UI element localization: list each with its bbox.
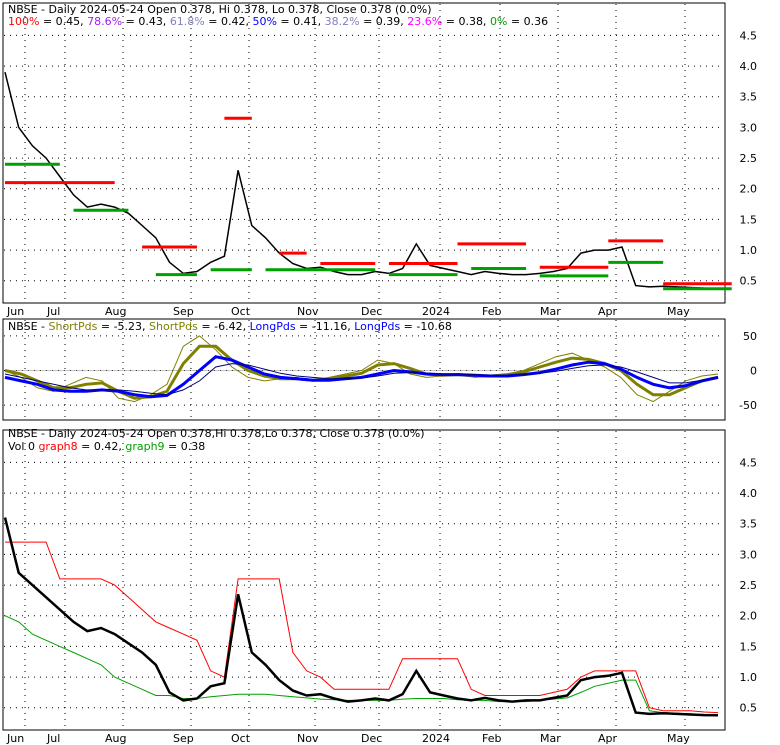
y-tick-label: 0.5 — [740, 275, 758, 288]
y-tick-label: 4.5 — [740, 456, 758, 469]
x-tick-label: Sep — [173, 305, 194, 318]
y-tick-label: 50 — [743, 330, 757, 343]
x-tick-label: Apr — [598, 732, 618, 745]
y-tick-label: -50 — [739, 399, 757, 412]
panel3-legend: Vol 0 graph8 = 0.42, graph9 = 0.38 — [8, 440, 205, 453]
fib-0-label: 0% — [490, 15, 507, 28]
fib-100-label: 100% — [8, 15, 39, 28]
y-tick-label: 1.0 — [740, 244, 758, 257]
x-tick-label: Sep — [173, 732, 194, 745]
x-tick-label: Jun — [6, 305, 24, 318]
x-tick-label: May — [667, 305, 690, 318]
graph8-line — [5, 541, 719, 714]
fib-levels-legend: 100% = 0.45, 78.6% = 0.43, 61.8% = 0.42,… — [8, 15, 548, 28]
x-tick-label: Dec — [361, 732, 382, 745]
x-tick-label: Feb — [482, 732, 501, 745]
panel3-title: NBSE - Daily 2024-05-24 Open 0.378,Hi 0.… — [8, 427, 425, 440]
fib-50-label: 50% — [252, 15, 276, 28]
y-tick-label: 1.5 — [740, 640, 758, 653]
oscillator-series-3 — [4, 363, 719, 396]
x-tick-label: Nov — [297, 732, 319, 745]
x-tick-label: Apr — [598, 305, 618, 318]
x-tick-label: Nov — [297, 305, 319, 318]
x-tick-label: Mar — [540, 732, 561, 745]
fib-382-label: 38.2% — [325, 15, 360, 28]
x-tick-label: Aug — [105, 305, 126, 318]
oscillator-series-2 — [4, 355, 719, 399]
x-tick-label: Jul — [46, 732, 60, 745]
fib-786-label: 78.6% — [87, 15, 122, 28]
panel1-frame — [2, 2, 726, 304]
y-tick-label: 2.0 — [740, 183, 758, 196]
x-tick-label: 2024 — [422, 732, 450, 745]
x-tick-label: May — [667, 732, 690, 745]
x-tick-label: Oct — [231, 305, 251, 318]
y-tick-label: 4.5 — [740, 29, 758, 42]
y-tick-label: 3.0 — [740, 121, 758, 134]
x-tick-label: Dec — [361, 305, 382, 318]
panel1-title: NBSE - Daily 2024-05-24 Open 0.378, Hi 0… — [8, 3, 432, 16]
y-tick-label: 3.5 — [740, 518, 758, 531]
y-tick-label: 1.0 — [740, 671, 758, 684]
fib-618-label: 61.8% — [170, 15, 205, 28]
y-tick-label: 4.0 — [740, 487, 758, 500]
x-tick-label: Feb — [482, 305, 501, 318]
x-tick-label: Oct — [231, 732, 251, 745]
x-tick-label: Jun — [6, 732, 24, 745]
oscillator-series-0 — [4, 335, 719, 403]
y-tick-label: 3.0 — [740, 548, 758, 561]
y-tick-label: 2.5 — [740, 152, 758, 165]
fib-236-label: 23.6% — [407, 15, 442, 28]
close-line — [3, 517, 719, 717]
x-tick-label: Mar — [540, 305, 561, 318]
y-tick-label: 2.5 — [740, 579, 758, 592]
y-tick-label: 0 — [750, 365, 757, 378]
y-tick-label: 2.0 — [740, 610, 758, 623]
y-tick-label: 3.5 — [740, 91, 758, 104]
y-tick-label: 0.5 — [740, 702, 758, 715]
panel3-frame — [2, 429, 726, 731]
panel2-title: NBSE - ShortPds = -5.23, ShortPds = -6.4… — [8, 320, 452, 333]
x-tick-label: Aug — [105, 732, 126, 745]
x-tick-label: Jul — [46, 305, 60, 318]
y-tick-label: 4.0 — [740, 60, 758, 73]
y-tick-label: 1.5 — [740, 213, 758, 226]
x-tick-label: 2024 — [422, 305, 450, 318]
